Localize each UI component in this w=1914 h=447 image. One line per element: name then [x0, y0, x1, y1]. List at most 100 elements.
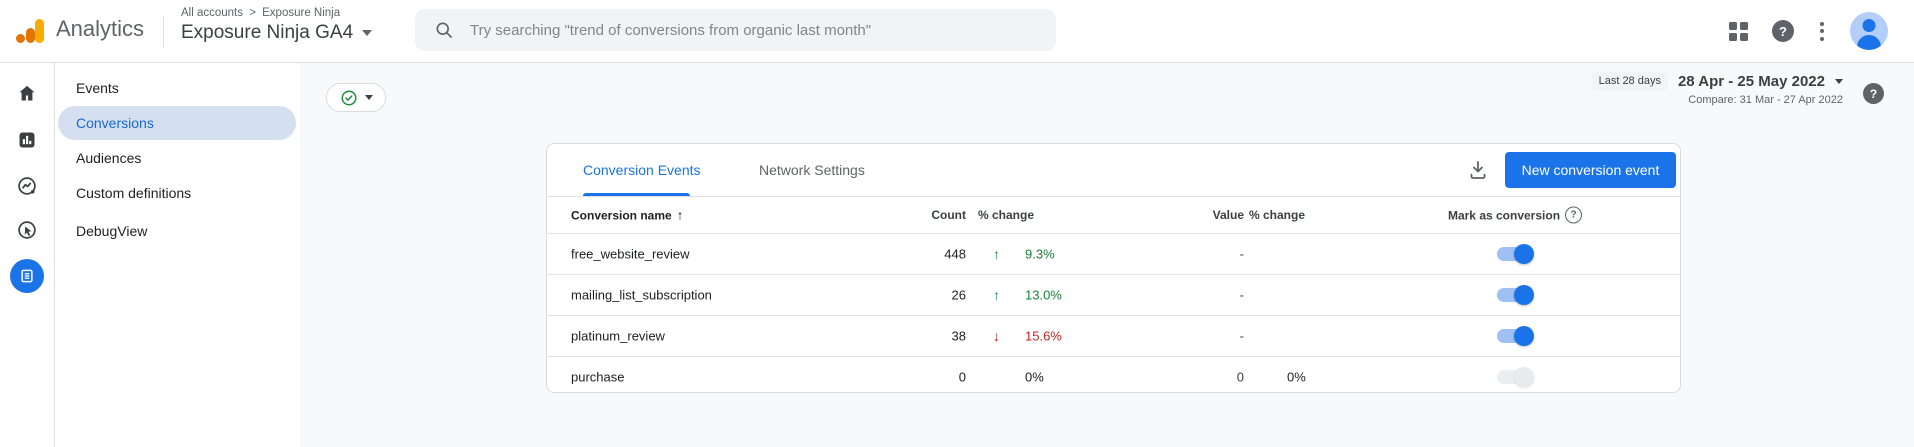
- sidebar-item-custom-definitions[interactable]: Custom definitions: [76, 185, 192, 201]
- breadcrumb-account[interactable]: All accounts: [181, 7, 244, 19]
- page-help-icon[interactable]: ?: [1863, 83, 1884, 104]
- percent-change: 13.0%: [1025, 287, 1062, 303]
- percent-change: 15.6%: [1025, 328, 1062, 344]
- avatar-body: [1857, 35, 1881, 50]
- percent-change: 9.3%: [1025, 246, 1055, 262]
- help-glyph: ?: [1869, 86, 1878, 101]
- table-row: platinum_review 38 ↓ 15.6% -: [547, 315, 1680, 356]
- value-percent-change: 0%: [1287, 369, 1306, 385]
- table-row: free_website_review 448 ↑ 9.3% -: [547, 233, 1680, 274]
- divider: [163, 17, 164, 47]
- count-value: 26: [951, 287, 966, 303]
- analytics-logo-icon[interactable]: [16, 17, 46, 45]
- conversions-card: Conversion Events Network Settings New c…: [546, 143, 1681, 393]
- trend-up-icon: ↑: [993, 287, 1000, 303]
- search-icon: [436, 22, 452, 38]
- breadcrumb-parent[interactable]: Exposure Ninja: [262, 7, 341, 19]
- logo-bar-mid: [26, 28, 35, 43]
- date-range-value[interactable]: 28 Apr - 25 May 2022: [1677, 72, 1825, 90]
- check-circle-icon: [341, 90, 356, 105]
- new-conversion-event-button[interactable]: New conversion event: [1505, 152, 1676, 188]
- chevron-down-icon: [364, 95, 373, 100]
- product-name: Analytics: [56, 16, 145, 41]
- active-tab-underline: [583, 193, 690, 196]
- home-icon[interactable]: [17, 83, 37, 103]
- logo-bar-tall: [35, 19, 44, 43]
- mark-help-icon[interactable]: ?: [1565, 206, 1583, 224]
- help-icon[interactable]: ?: [1772, 20, 1794, 42]
- configure-icon[interactable]: [10, 259, 44, 293]
- apps-grid-icon[interactable]: [1729, 21, 1748, 41]
- download-icon[interactable]: [1466, 158, 1490, 182]
- chevron-down-icon: [362, 30, 373, 36]
- help-glyph: ?: [1779, 23, 1787, 39]
- sidebar-item-debugview[interactable]: DebugView: [76, 223, 148, 239]
- conversion-name: mailing_list_subscription: [571, 287, 712, 303]
- property-title[interactable]: Exposure Ninja GA4: [181, 22, 354, 43]
- advertising-icon[interactable]: [17, 220, 38, 241]
- breadcrumb-separator: >: [249, 7, 256, 19]
- value-cell: 0: [1236, 369, 1244, 385]
- sub-nav: Events Conversions Audiences Custom defi…: [54, 62, 300, 447]
- table-row: mailing_list_subscription 26 ↑ 13.0% -: [547, 274, 1680, 315]
- mark-as-conversion-toggle-disabled[interactable]: [1497, 367, 1534, 387]
- active-nav-pill[interactable]: [58, 106, 296, 140]
- column-header-conversion-name[interactable]: Conversion name ↑: [571, 208, 683, 223]
- value-cell: -: [1239, 287, 1244, 303]
- explore-icon[interactable]: [17, 176, 38, 197]
- avatar-head: [1862, 19, 1876, 32]
- mark-header-label: Mark as conversion: [1447, 208, 1561, 222]
- value-cell: -: [1239, 246, 1244, 262]
- count-value: 0: [958, 369, 966, 385]
- conversion-name: purchase: [571, 369, 625, 385]
- help-glyph: ?: [1570, 209, 1577, 221]
- top-actions: ?: [1729, 0, 1888, 62]
- avatar[interactable]: [1850, 12, 1888, 50]
- collection-status-chip[interactable]: [326, 83, 386, 112]
- logo-dot: [16, 34, 25, 43]
- mark-as-conversion-toggle[interactable]: [1497, 285, 1534, 305]
- column-header-value[interactable]: Value: [1212, 208, 1244, 222]
- toggle-knob: [1514, 244, 1534, 264]
- date-range-picker[interactable]: Last 28 days 28 Apr - 25 May 2022 Compar…: [1591, 72, 1843, 106]
- conversion-name: platinum_review: [571, 328, 665, 344]
- percent-change: 0%: [1025, 369, 1044, 385]
- trend-up-icon: ↑: [993, 246, 1000, 262]
- column-header-value-change[interactable]: % change: [1249, 208, 1306, 222]
- breadcrumb[interactable]: All accounts > Exposure Ninja: [181, 7, 343, 19]
- date-preset-label: Last 28 days: [1591, 72, 1668, 90]
- tab-network-settings[interactable]: Network Settings: [759, 162, 865, 178]
- reports-icon[interactable]: [17, 130, 37, 150]
- sidebar-item-audiences[interactable]: Audiences: [76, 150, 142, 166]
- property-selector[interactable]: Exposure Ninja GA4: [181, 22, 373, 44]
- count-value: 448: [944, 246, 966, 262]
- column-header-change[interactable]: % change: [978, 208, 1035, 222]
- table-header: Conversion name ↑ Count % change Value %…: [547, 197, 1680, 233]
- conversion-name-header-label: Conversion name: [571, 208, 672, 222]
- more-options-icon[interactable]: [1818, 20, 1826, 43]
- sidebar-item-conversions[interactable]: Conversions: [76, 115, 154, 131]
- toggle-knob: [1514, 285, 1534, 305]
- mark-as-conversion-toggle[interactable]: [1497, 244, 1534, 264]
- column-header-mark-as-conversion: Mark as conversion ?: [1405, 206, 1625, 224]
- trend-down-icon: ↓: [993, 328, 1000, 344]
- mark-as-conversion-toggle[interactable]: [1497, 326, 1534, 346]
- date-compare-label: Compare: 31 Mar - 27 Apr 2022: [1688, 94, 1843, 106]
- toggle-knob: [1514, 367, 1534, 387]
- toggle-knob: [1514, 326, 1534, 346]
- search-bar[interactable]: [415, 9, 1056, 51]
- sidebar-item-events[interactable]: Events: [76, 80, 119, 96]
- sort-ascending-icon[interactable]: ↑: [676, 207, 684, 223]
- nav-rail: [0, 62, 55, 447]
- top-bar: Analytics All accounts > Exposure Ninja …: [0, 0, 1914, 63]
- count-value: 38: [951, 328, 966, 344]
- tabs-row: Conversion Events Network Settings New c…: [547, 144, 1680, 197]
- value-cell: -: [1239, 328, 1244, 344]
- table-row: purchase 0 0% 0 0%: [547, 356, 1680, 397]
- column-header-count[interactable]: Count: [931, 208, 966, 222]
- conversion-name: free_website_review: [571, 246, 690, 262]
- tab-conversion-events[interactable]: Conversion Events: [583, 162, 701, 178]
- search-input[interactable]: [468, 20, 1056, 40]
- chevron-down-icon: [1835, 78, 1843, 84]
